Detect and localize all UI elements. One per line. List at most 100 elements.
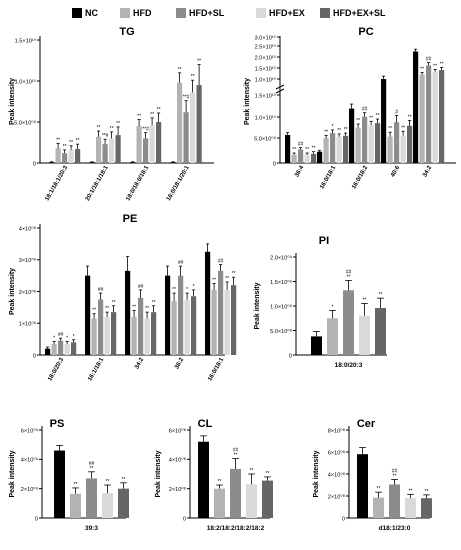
x-category-label: 36:2 [174,356,186,370]
legend-label: HFD+SL [189,8,225,18]
significance-mark: ** [106,479,110,485]
bar-nc [89,162,95,163]
bar-hfd-sl [426,65,432,163]
significance-mark: ** [212,278,216,284]
bar-nc [205,251,211,355]
significance-mark: ** [347,275,351,281]
bar-hfd [291,154,297,163]
legend: NC HFD HFD+SL HFD+EX HFD+EX+SL [72,6,461,20]
bar-hfd-sl [183,112,189,163]
significance-mark: ** [234,453,238,459]
significance-mark: ** [376,113,380,119]
bar-hfd-ex [64,343,70,355]
significance-mark: ** [97,125,101,131]
y-tick-label: 3.0×10¹⁰ [255,34,277,41]
bar-hfd-ex-sl [151,312,157,355]
significance-mark: ** [90,466,94,472]
y-tick-label: 2×10⁰⁸ [169,486,187,493]
x-category-label: d18:1/23:0 [379,525,411,532]
significance-mark: ## [346,270,352,276]
bar-hfd [327,318,338,355]
bar-nc [357,454,368,518]
significance-mark: ** [388,126,392,132]
legend-label: HFD+EX [269,8,305,18]
y-tick-label: 1.0×10¹⁰ [255,114,277,121]
significance-mark: **# [142,127,149,133]
y-tick-label: 1.0×10⁰⁹ [270,303,293,310]
y-tick-label: 2×10⁰⁸ [328,493,346,500]
chart-title: TG [119,26,134,38]
legend-label: NC [85,8,98,18]
x-category-label: 39:3 [85,525,98,532]
significance-mark: ** [425,489,429,495]
significance-mark: ** [324,129,328,135]
y-tick-label: 0 [342,516,345,522]
bar-hfd-sl [62,153,68,163]
significance-mark: ** [356,118,360,124]
bar-nc [381,79,387,163]
bar-hfd-ex-sl [75,149,81,163]
x-category-label: 34:2 [422,164,434,178]
bar-hfd-ex-sl [191,296,197,355]
chart-title: CL [198,418,213,430]
bar-hfd-sl [389,484,400,518]
bar-hfd [419,74,425,163]
bar-hfd-sl [230,468,241,518]
significance-mark: ** [137,114,141,120]
bar-hfd-ex [224,289,230,355]
y-tick-label: 0 [33,161,36,167]
significance-mark: * [193,284,195,290]
legend-item-4: HFD+EX+SL [320,6,386,20]
bar-hfd-ex [400,135,406,163]
bar-hfd-ex-sl [115,135,121,163]
bar-hfd-ex [336,136,342,163]
y-tick-label: 2×10⁰⁸ [19,289,37,296]
chart-title: PS [50,418,65,430]
x-category-label: 16:0/18:1 [207,356,225,382]
bar-hfd-ex [184,299,190,355]
bar-nc [413,51,419,163]
significance-mark: ## [98,287,104,293]
legend-swatch [320,8,330,18]
y-tick-label: 0 [273,161,276,167]
y-tick-label: 1.5×10¹⁰ [15,37,37,44]
significance-mark: ** [379,292,383,298]
significance-mark: ** [337,128,341,134]
significance-mark: ** [363,298,367,304]
legend-swatch [256,8,266,18]
legend-item-1: HFD [120,6,152,20]
bar-hfd-ex-sl [156,122,162,163]
chart-panel-pc: PC Peak intensity 0 5.0×10⁰⁹ 1.0×10¹⁰ 1.5×10¹… [244,26,456,190]
y-axis-label: Peak intensity [9,268,16,315]
significance-mark: * [53,335,55,341]
x-category-label: 18:1/18:1/20:3 [44,164,69,202]
y-tick-label: 3×10⁰⁸ [19,257,37,264]
chart-title: PI [319,235,329,247]
bar-hfd-ex-sl [118,488,129,518]
significance-mark: ** [232,271,236,277]
x-category-label: 16:1/18:1 [87,356,105,382]
significance-mark: ** [132,305,136,311]
y-tick-label: 1.5×10¹⁰ [255,92,277,99]
significance-mark: * [73,334,75,340]
significance-mark: ** [112,300,116,306]
y-tick-label: 4×10⁰⁸ [328,471,346,478]
significance-mark: ** [69,140,73,146]
significance-mark: ## [233,448,239,454]
bar-hfd [171,301,177,355]
significance-mark: ## [298,142,304,148]
significance-mark: * [186,287,188,293]
significance-mark: ** [377,486,381,492]
bar-hfd [211,289,217,355]
significance-mark: ## [218,259,224,265]
significance-mark: ** [393,474,397,480]
significance-mark: ** [409,488,413,494]
significance-mark: **# [183,95,190,101]
bar-hfd-ex [149,125,155,163]
x-category-label: 36:4 [294,164,306,178]
bar-hfd-ex [432,71,438,163]
y-tick-label: 4×10⁰⁹ [21,457,39,464]
bar-hfd-ex-sl [439,70,445,163]
bar-hfd-sl [58,340,64,355]
